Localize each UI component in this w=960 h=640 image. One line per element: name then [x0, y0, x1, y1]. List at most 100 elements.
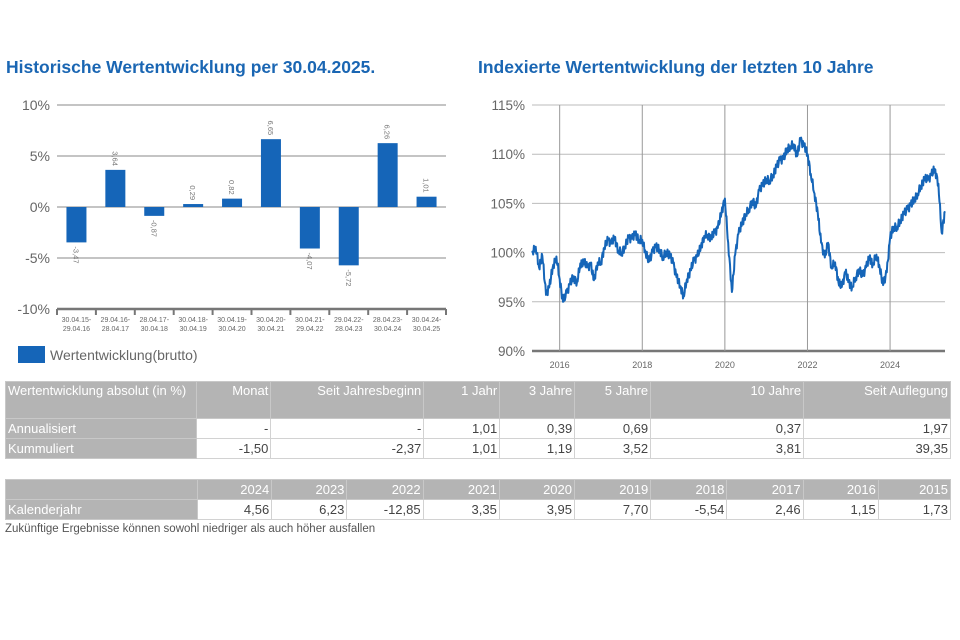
- table-row: Kalenderjahr 4,56 6,23 -12,85 3,35 3,95 …: [4, 499, 952, 520]
- bar-value-label: 1,01: [422, 178, 431, 193]
- bar-value-label: -4,07: [305, 253, 314, 270]
- bar: [260, 139, 281, 207]
- x-tick-label: 2020: [715, 360, 735, 370]
- column-header: 2021: [422, 479, 500, 500]
- y-tick-label: 105%: [490, 196, 525, 211]
- table-cell: 1,01: [423, 418, 501, 439]
- table-cell: -: [270, 418, 425, 439]
- index-line: [531, 136, 946, 303]
- legend-label: Wertentwicklung(brutto): [50, 346, 198, 363]
- column-header: 3 Jahre: [499, 381, 576, 419]
- x-tick-label: 29.04.16-: [101, 317, 131, 324]
- x-tick-label: 30.04.24-: [412, 317, 442, 324]
- table-header-row: Wertentwicklung absolut (in %) Monat Sei…: [4, 381, 951, 419]
- y-tick-label: 0%: [30, 199, 50, 215]
- table-cell: 1,19: [499, 438, 576, 459]
- bar-value-label: 6,26: [383, 125, 392, 140]
- bar-value-label: 0,82: [227, 180, 236, 195]
- line-chart: 115% 110% 105% 100% 95% 90% 2016 2018 2020 2022 20…: [490, 98, 946, 370]
- x-tick-label: 29.04.22: [296, 326, 323, 333]
- table-cell: 1,73: [877, 499, 952, 520]
- x-tick-label: 28.04.23-: [373, 317, 403, 324]
- table-row: Kummuliert -1,50 -2,37 1,01 1,19 3,52 3,…: [4, 438, 951, 459]
- table-header-label: Wertentwicklung absolut (in %): [4, 381, 198, 419]
- bar-chart-legend: Wertentwicklung(brutto): [18, 346, 198, 363]
- bar-value-label: 0,29: [188, 185, 197, 200]
- column-header: 2022: [346, 479, 424, 500]
- bar: [66, 207, 87, 243]
- column-header: 5 Jahre: [574, 381, 652, 419]
- bar-chart: 10% 5% 0% -5% -10% -3,47 30.04.15- 29.04.16 3,64…: [17, 97, 447, 333]
- table-cell: -: [196, 418, 272, 439]
- x-tick-label: 2024: [880, 360, 900, 370]
- bar-value-label: -0,87: [149, 220, 158, 237]
- legend-swatch: [18, 346, 45, 363]
- column-header: 2016: [802, 479, 879, 500]
- bar-value-label: -3,47: [71, 246, 80, 263]
- column-header: 2018: [650, 479, 728, 500]
- column-header: 2024: [197, 479, 273, 500]
- x-tick-label: 29.04.16: [63, 326, 90, 333]
- table-cell: 0,39: [499, 418, 576, 439]
- x-tick-label: 30.04.20: [218, 326, 245, 333]
- x-tick-label: 29.04.22-: [334, 317, 364, 324]
- y-tick-label: -10%: [17, 301, 50, 317]
- table-cell: -1,50: [196, 438, 272, 459]
- x-tick-label: 2022: [797, 360, 817, 370]
- x-tick-label: 28.04.17: [102, 326, 129, 333]
- table-cell: -5,54: [650, 499, 728, 520]
- x-tick-label: 30.04.19: [180, 326, 207, 333]
- bar: [377, 143, 398, 207]
- bar-value-label: 3,64: [110, 151, 119, 166]
- table-cell: 3,35: [422, 499, 500, 520]
- bar: [144, 207, 165, 216]
- table-cell: 3,95: [498, 499, 576, 520]
- x-tick-label: 2016: [550, 360, 570, 370]
- bar-value-label: 6,65: [266, 121, 275, 136]
- table-cell: 6,23: [271, 499, 348, 520]
- bar: [183, 204, 204, 207]
- x-tick-label: 30.04.15-: [62, 317, 92, 324]
- bar: [338, 207, 359, 266]
- bar: [105, 169, 126, 207]
- column-header: Seit Jahresbeginn: [270, 381, 425, 419]
- column-header: 1 Jahr: [423, 381, 501, 419]
- y-tick-label: 115%: [491, 98, 525, 113]
- y-tick-label: 10%: [22, 97, 50, 113]
- column-header: 10 Jahre: [650, 381, 805, 419]
- column-header: 2015: [877, 479, 952, 500]
- bar: [222, 198, 243, 207]
- x-tick-label: 30.04.21: [257, 326, 284, 333]
- row-label: Annualisiert: [4, 418, 198, 439]
- bar: [416, 196, 437, 207]
- performance-periods-table: Wertentwicklung absolut (in %) Monat Sei…: [4, 381, 951, 459]
- column-header: 2020: [498, 479, 576, 500]
- table-cell: 1,97: [803, 418, 951, 439]
- table-cell: -12,85: [346, 499, 424, 520]
- bar-chart-title: Historische Wertentwicklung per 30.04.20…: [6, 57, 376, 77]
- x-tick-label: 30.04.25: [413, 326, 440, 333]
- table-cell: -2,37: [270, 438, 425, 459]
- bar-value-label: -5,72: [344, 269, 353, 286]
- table-header-label: [4, 479, 199, 500]
- line-chart-title: Indexierte Wertentwicklung der letzten 1…: [478, 57, 874, 77]
- x-tick-label: 30.04.19-: [217, 317, 247, 324]
- table-row: Annualisiert - - 1,01 0,39 0,69 0,37 1,9…: [4, 418, 951, 439]
- calendar-years-table: 2024 2023 2022 2021 2020 2019 2018 2017 …: [4, 479, 952, 520]
- x-tick-label: 30.04.24: [374, 326, 401, 333]
- table-cell: 7,70: [573, 499, 652, 520]
- column-header: 2023: [271, 479, 348, 500]
- y-tick-label: 90%: [498, 344, 525, 359]
- column-header: 2019: [573, 479, 652, 500]
- row-label: Kummuliert: [4, 438, 198, 459]
- x-tick-label: 28.04.23: [335, 326, 362, 333]
- bar: [299, 207, 320, 249]
- y-tick-label: -5%: [25, 250, 50, 266]
- table-header-row: 2024 2023 2022 2021 2020 2019 2018 2017 …: [4, 479, 952, 500]
- x-tick-label: 30.04.21-: [295, 317, 325, 324]
- y-tick-label: 110%: [491, 147, 525, 162]
- column-header: Monat: [196, 381, 272, 419]
- table-cell: 3,81: [650, 438, 805, 459]
- x-tick-label: 2018: [632, 360, 652, 370]
- column-header: 2017: [726, 479, 804, 500]
